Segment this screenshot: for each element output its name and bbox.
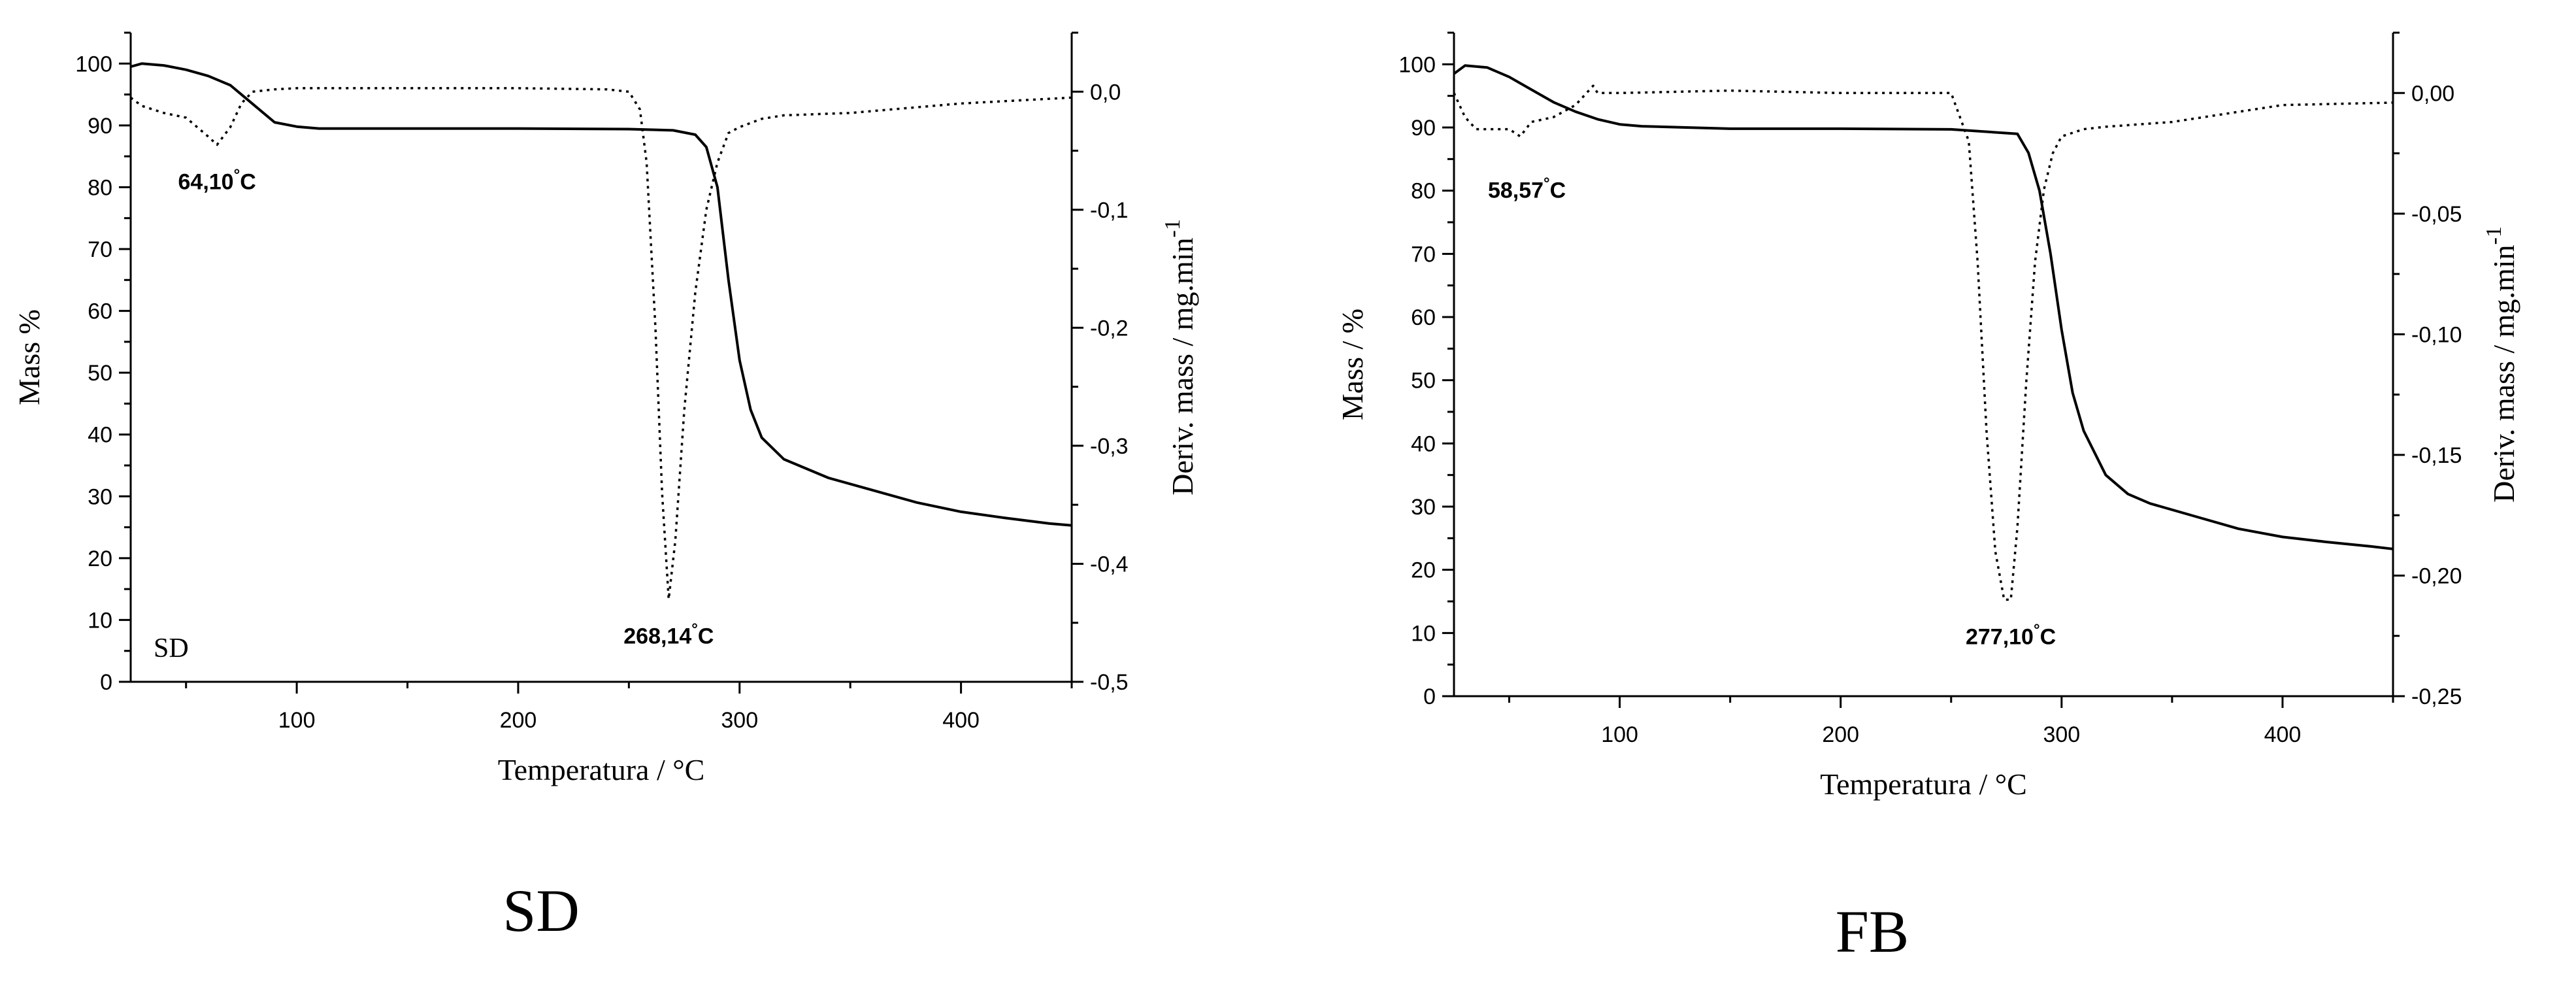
y-tick-label: 100: [1398, 52, 1436, 77]
y-tick-label: 10: [88, 608, 112, 633]
y2-tick-label: -0,20: [2411, 563, 2462, 588]
y2-axis-title-text: Deriv. mass / mg.min: [1166, 237, 1199, 495]
y-tick-label: 10: [1411, 621, 1436, 646]
y2-axis-title: Deriv. mass / mg.min-1: [2482, 226, 2520, 503]
peak-annotation-unit: C: [240, 170, 256, 195]
y2-tick-label: -0,5: [1090, 670, 1129, 695]
y-tick-label: 60: [88, 299, 112, 324]
peak-annotation-unit: C: [698, 624, 714, 649]
degree-mark: °: [2034, 621, 2040, 639]
x-tick-label: 100: [278, 708, 316, 733]
y-tick-label: 70: [88, 237, 112, 262]
y2-tick-label: 0,00: [2411, 81, 2454, 106]
y-tick-label: 0: [100, 670, 112, 695]
degree-mark: °: [1544, 175, 1550, 193]
x-axis-title: Temperatura / °C: [498, 753, 705, 786]
y-tick-label: 60: [1411, 305, 1436, 330]
degree-mark: °: [691, 621, 698, 639]
x-tick-label: 300: [2043, 722, 2080, 747]
y-axis-title: Mass %: [12, 309, 46, 405]
y-tick-label: 80: [1411, 179, 1436, 204]
y-axis-title: Mass / %: [1336, 309, 1369, 420]
y-tick-label: 20: [88, 546, 112, 571]
y-tick-label: 70: [1411, 242, 1436, 267]
tg-curve: [1453, 64, 2394, 550]
dtg-curve: [129, 87, 1072, 601]
peak-annotation: 268,14°C: [623, 621, 714, 649]
y-tick-label: 20: [1411, 558, 1436, 583]
peak-annotation-value: 268,14: [623, 624, 691, 649]
peak-annotation-value: 64,10: [178, 170, 234, 195]
x-tick-label: 100: [1601, 722, 1638, 747]
y-tick-label: 80: [88, 175, 112, 200]
y2-axis-title-superscript: -1: [2482, 226, 2506, 244]
x-tick-label: 200: [1822, 722, 1859, 747]
y-tick-label: 40: [88, 423, 112, 448]
x-axis-title: Temperatura / °C: [1820, 767, 2027, 801]
y-tick-label: 50: [1411, 369, 1436, 394]
y-tick-label: 90: [1411, 116, 1436, 141]
y2-tick-label: -0,3: [1090, 434, 1129, 459]
peak-annotation: 277,10°C: [1966, 621, 2056, 649]
peak-annotation-value: 58,57: [1488, 178, 1544, 203]
y2-axis-title: Deriv. mass / mg.min-1: [1161, 219, 1199, 496]
y2-axis-title-text: Deriv. mass / mg.min: [2487, 244, 2520, 502]
x-tick-label: 300: [721, 708, 758, 733]
y-tick-label: 40: [1411, 431, 1436, 456]
y-tick-label: 100: [75, 52, 112, 76]
y2-tick-label: -0,4: [1090, 552, 1129, 577]
y-tick-label: 30: [1411, 495, 1436, 520]
y2-tick-label: 0,0: [1090, 80, 1121, 105]
caption-sd: SD: [503, 877, 580, 944]
x-tick-label: 200: [500, 708, 537, 733]
y2-tick-label: -0,1: [1090, 198, 1129, 223]
peak-annotation: 58,57°C: [1488, 175, 1566, 203]
y2-tick-label: -0,2: [1090, 316, 1129, 341]
panel-label: SD: [154, 633, 189, 663]
y2-tick-label: -0,10: [2411, 322, 2462, 347]
y-tick-label: 90: [88, 114, 112, 139]
y-tick-label: 50: [88, 361, 112, 386]
peak-annotation-unit: C: [2040, 624, 2056, 649]
y-tick-label: 0: [1423, 684, 1436, 709]
caption-fb: FB: [1835, 898, 1909, 965]
x-tick-label: 400: [942, 708, 980, 733]
dtg-curve: [1453, 84, 2394, 601]
degree-mark: °: [234, 167, 240, 184]
y2-tick-label: -0,25: [2411, 684, 2462, 709]
x-tick-label: 400: [2264, 722, 2302, 747]
y-tick-label: 30: [88, 484, 112, 509]
peak-annotation: 64,10°C: [178, 167, 256, 195]
chart-panel-2: 100 200 300 400 0 10 20 30 40 50 60 70 80 90 100 0,00 -0…: [1336, 31, 2520, 801]
y2-tick-label: -0,05: [2411, 202, 2462, 227]
tg-curve: [130, 62, 1072, 527]
y2-tick-label: -0,15: [2411, 443, 2462, 468]
peak-annotation-unit: C: [1550, 178, 1566, 203]
chart-panel-1: 100 200 300 400 0 10 20 30 40 50 60 70 80 90 100 0,0 -0,…: [12, 31, 1199, 786]
y2-axis-title-superscript: -1: [1161, 219, 1185, 237]
peak-annotation-value: 277,10: [1966, 624, 2034, 649]
